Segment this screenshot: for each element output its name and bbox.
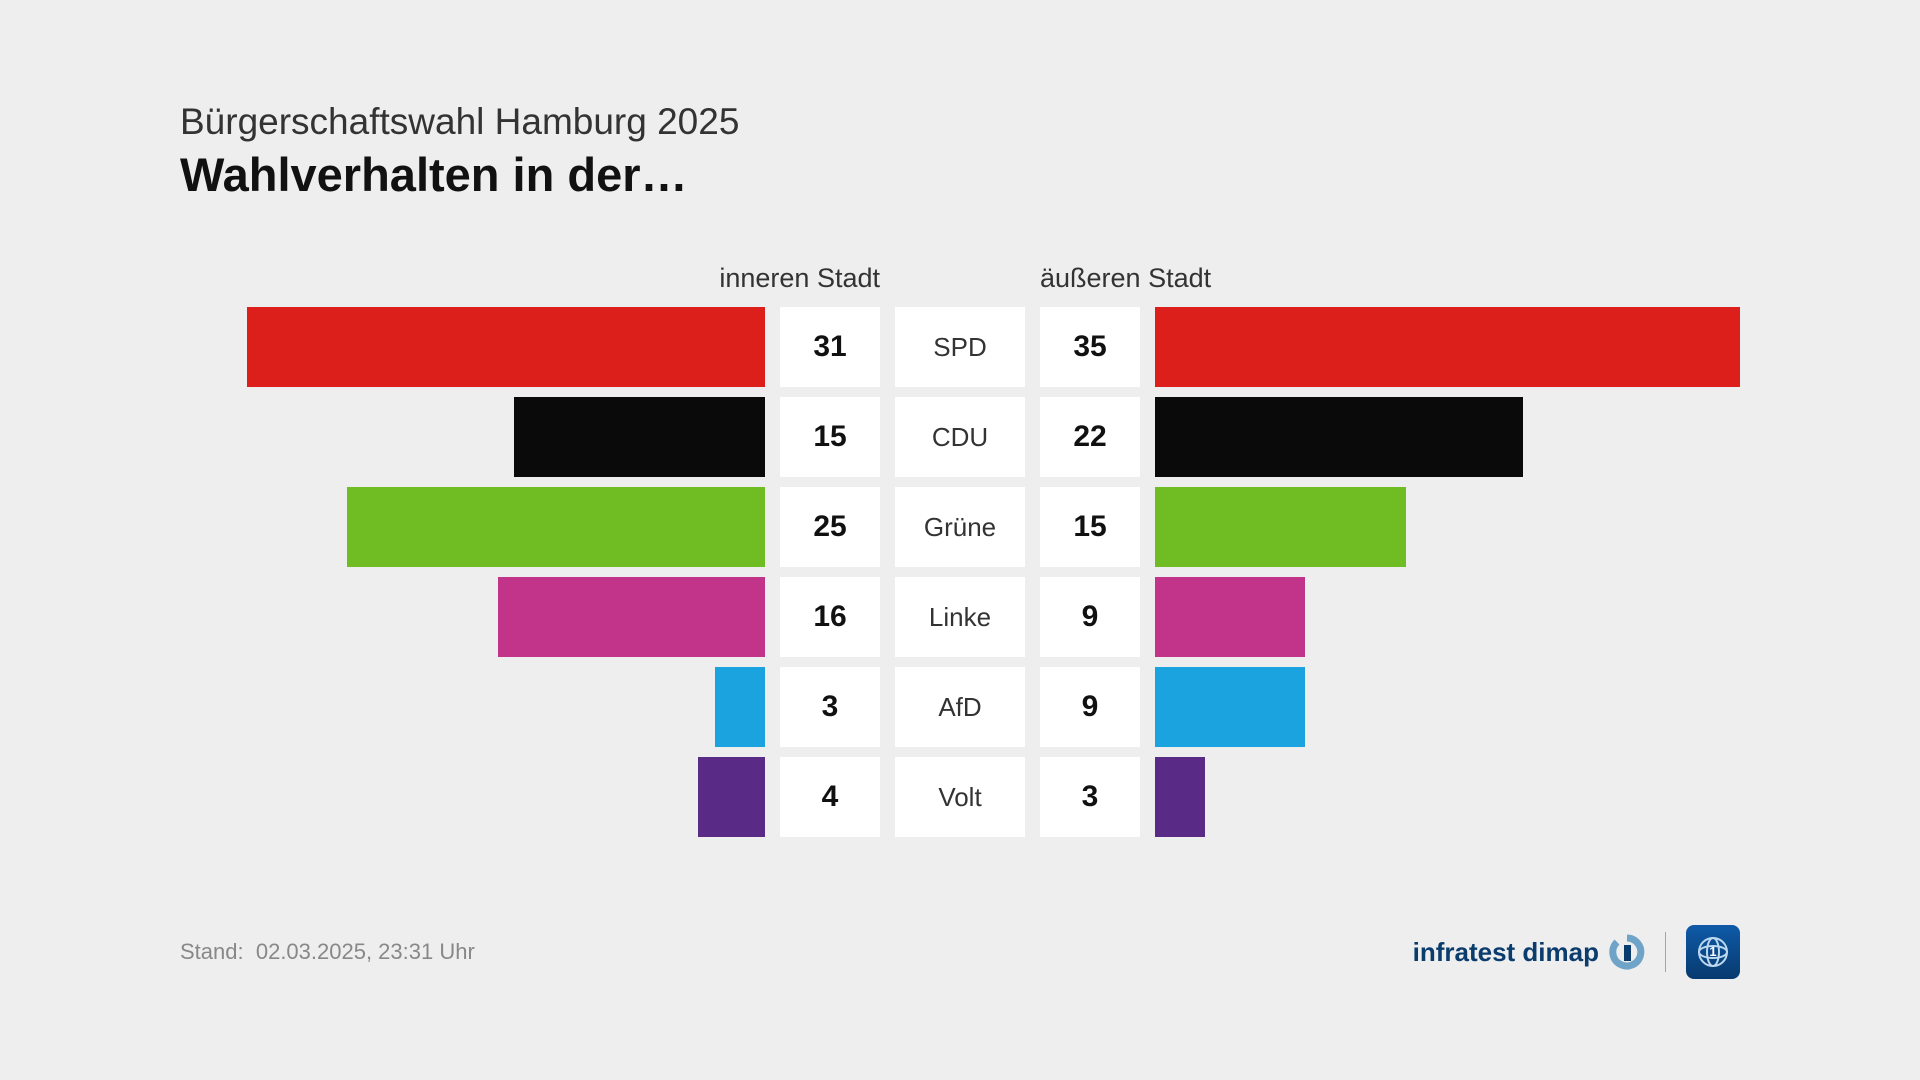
timestamp: Stand: 02.03.2025, 23:31 Uhr bbox=[180, 939, 475, 965]
value-right: 35 bbox=[1040, 307, 1140, 387]
table-row: 4Volt3 bbox=[180, 757, 1740, 837]
bar-left-container bbox=[180, 307, 765, 387]
value-left: 31 bbox=[780, 307, 880, 387]
svg-text:1: 1 bbox=[1709, 944, 1716, 959]
logo-divider bbox=[1665, 932, 1666, 972]
bar-left-container bbox=[180, 667, 765, 747]
bar-right-container bbox=[1155, 757, 1740, 837]
column-header-left: inneren Stadt bbox=[719, 263, 880, 294]
party-label: Volt bbox=[895, 757, 1025, 837]
bar-left-container bbox=[180, 757, 765, 837]
table-row: 31SPD35 bbox=[180, 307, 1740, 387]
ard-globe-icon: 1 bbox=[1693, 932, 1733, 972]
source-text: infratest dimap bbox=[1413, 937, 1599, 968]
bar-right bbox=[1155, 577, 1305, 657]
bar-right bbox=[1155, 487, 1406, 567]
ard-logo: 1 bbox=[1686, 925, 1740, 979]
value-right: 9 bbox=[1040, 577, 1140, 657]
bar-left bbox=[347, 487, 765, 567]
chart-rows: 31SPD3515CDU2225Grüne1516Linke93AfD94Vol… bbox=[180, 307, 1740, 837]
value-right: 9 bbox=[1040, 667, 1140, 747]
value-right: 22 bbox=[1040, 397, 1140, 477]
table-row: 3AfD9 bbox=[180, 667, 1740, 747]
infratest-dimap-logo: infratest dimap bbox=[1413, 934, 1645, 970]
table-row: 16Linke9 bbox=[180, 577, 1740, 657]
bar-left-container bbox=[180, 397, 765, 477]
value-left: 15 bbox=[780, 397, 880, 477]
bar-right-container bbox=[1155, 307, 1740, 387]
stand-label: Stand: bbox=[180, 939, 244, 964]
footer: Stand: 02.03.2025, 23:31 Uhr infratest d… bbox=[180, 925, 1740, 979]
logo-group: infratest dimap 1 bbox=[1413, 925, 1740, 979]
bar-left bbox=[698, 757, 765, 837]
party-label: AfD bbox=[895, 667, 1025, 747]
bar-left-container bbox=[180, 487, 765, 567]
value-left: 3 bbox=[780, 667, 880, 747]
header: Bürgerschaftswahl Hamburg 2025 Wahlverha… bbox=[180, 101, 1740, 202]
value-left: 16 bbox=[780, 577, 880, 657]
bar-right bbox=[1155, 757, 1205, 837]
bar-right bbox=[1155, 307, 1740, 387]
bar-right-container bbox=[1155, 487, 1740, 567]
party-label: Grüne bbox=[895, 487, 1025, 567]
infratest-dimap-icon bbox=[1609, 934, 1645, 970]
party-label: Linke bbox=[895, 577, 1025, 657]
title: Wahlverhalten in der… bbox=[180, 147, 1740, 202]
value-left: 25 bbox=[780, 487, 880, 567]
value-left: 4 bbox=[780, 757, 880, 837]
bar-left bbox=[247, 307, 765, 387]
table-row: 15CDU22 bbox=[180, 397, 1740, 477]
value-right: 3 bbox=[1040, 757, 1140, 837]
bar-left-container bbox=[180, 577, 765, 657]
value-right: 15 bbox=[1040, 487, 1140, 567]
party-label: SPD bbox=[895, 307, 1025, 387]
bar-left bbox=[498, 577, 765, 657]
bar-right-container bbox=[1155, 397, 1740, 477]
bar-right bbox=[1155, 667, 1305, 747]
stand-value: 02.03.2025, 23:31 Uhr bbox=[256, 939, 475, 964]
bar-right-container bbox=[1155, 667, 1740, 747]
chart-card: Bürgerschaftswahl Hamburg 2025 Wahlverha… bbox=[180, 101, 1740, 979]
page-root: Bürgerschaftswahl Hamburg 2025 Wahlverha… bbox=[0, 0, 1920, 1080]
bar-left bbox=[514, 397, 765, 477]
diverging-bar-chart: inneren Stadt äußeren Stadt 31SPD3515CDU… bbox=[180, 307, 1740, 837]
table-row: 25Grüne15 bbox=[180, 487, 1740, 567]
bar-left bbox=[715, 667, 765, 747]
party-label: CDU bbox=[895, 397, 1025, 477]
bar-right bbox=[1155, 397, 1523, 477]
bar-right-container bbox=[1155, 577, 1740, 657]
column-header-right: äußeren Stadt bbox=[1040, 263, 1211, 294]
subtitle: Bürgerschaftswahl Hamburg 2025 bbox=[180, 101, 1740, 143]
